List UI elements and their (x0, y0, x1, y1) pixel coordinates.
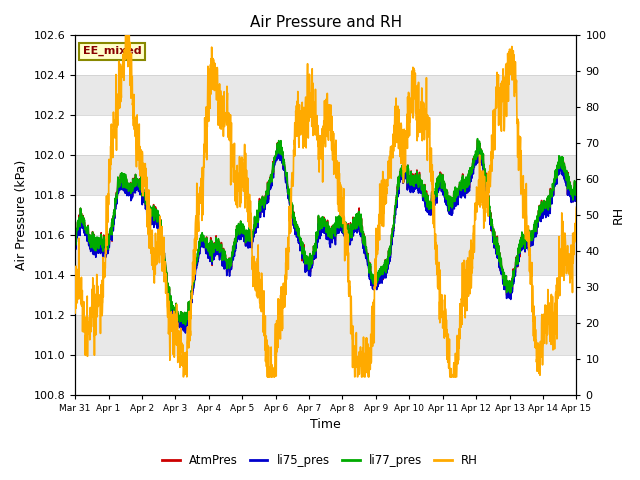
X-axis label: Time: Time (310, 419, 341, 432)
Text: EE_mixed: EE_mixed (83, 46, 141, 56)
AtmPres (474, 137, 481, 143)
li75_pres (543, 203, 550, 208)
RH (71, 310, 79, 316)
li77_pres (474, 136, 481, 142)
Legend: AtmPres, li75_pres, li77_pres, RH: AtmPres, li75_pres, li77_pres, RH (157, 449, 483, 472)
li75_pres (211, 252, 219, 258)
li75_pres (182, 330, 189, 336)
li77_pres (211, 245, 219, 251)
AtmPres (182, 328, 189, 334)
RH (340, 214, 348, 220)
Line: li77_pres: li77_pres (75, 139, 577, 325)
Bar (75, 155, 577, 195)
Bar (75, 75, 577, 115)
RH (543, 341, 550, 347)
AtmPres (573, 186, 580, 192)
RH (472, 217, 479, 223)
li77_pres (529, 232, 536, 238)
li77_pres (471, 156, 479, 161)
li75_pres (472, 159, 479, 165)
RH (573, 204, 580, 210)
Title: Air Pressure and RH: Air Pressure and RH (250, 15, 402, 30)
li77_pres (351, 219, 359, 225)
li75_pres (529, 233, 536, 239)
li75_pres (71, 239, 79, 244)
li77_pres (543, 198, 550, 204)
AtmPres (211, 249, 219, 254)
RH (351, 343, 359, 348)
RH (179, 374, 187, 380)
Y-axis label: Air Pressure (kPa): Air Pressure (kPa) (15, 160, 28, 270)
li77_pres (340, 216, 348, 222)
Line: AtmPres: AtmPres (75, 140, 577, 331)
li77_pres (182, 322, 189, 328)
RH (122, 33, 129, 38)
Y-axis label: RH: RH (612, 206, 625, 224)
li77_pres (71, 235, 79, 241)
AtmPres (340, 219, 348, 225)
Line: RH: RH (75, 36, 577, 377)
RH (529, 283, 536, 288)
AtmPres (351, 221, 359, 227)
AtmPres (71, 234, 79, 240)
Line: li75_pres: li75_pres (75, 145, 577, 333)
AtmPres (471, 159, 479, 165)
li75_pres (340, 224, 348, 229)
Bar (75, 235, 577, 275)
li77_pres (573, 181, 580, 187)
RH (212, 75, 220, 81)
li75_pres (573, 190, 580, 196)
Bar (75, 315, 577, 355)
li75_pres (275, 143, 283, 148)
AtmPres (543, 199, 550, 204)
li75_pres (351, 223, 359, 229)
AtmPres (529, 231, 536, 237)
